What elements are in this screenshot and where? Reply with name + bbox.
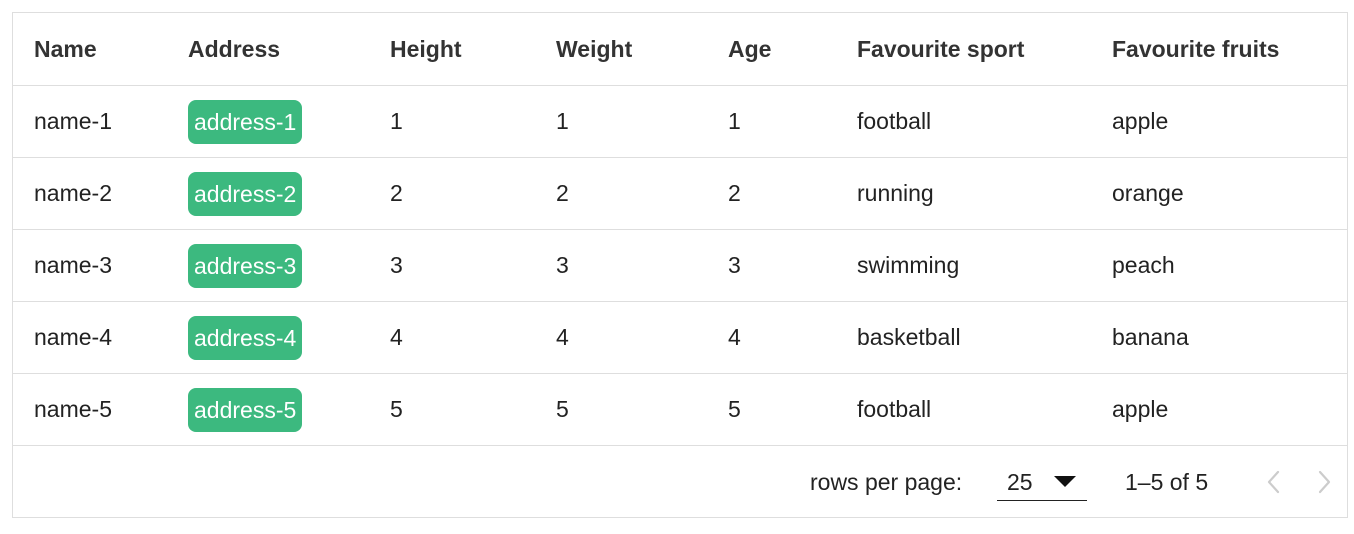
cell-favourite-sport: football bbox=[857, 85, 1112, 158]
chevron-right-icon bbox=[1318, 470, 1331, 494]
cell-favourite-sport: basketball bbox=[857, 301, 1112, 374]
pagination-footer: rows per page: 25 1–5 of 5 bbox=[13, 447, 1347, 517]
column-header-age[interactable]: Age bbox=[728, 13, 857, 86]
column-header-address[interactable]: Address bbox=[188, 13, 390, 86]
cell-height: 4 bbox=[390, 301, 556, 374]
cell-address: address-1 bbox=[188, 85, 390, 158]
cell-favourite-fruit: apple bbox=[1112, 373, 1347, 446]
cell-age: 1 bbox=[728, 85, 857, 158]
cell-height: 5 bbox=[390, 373, 556, 446]
table-row[interactable]: name-1 address-1 1 1 1 football apple bbox=[13, 85, 1347, 158]
column-header-name[interactable]: Name bbox=[13, 13, 188, 86]
address-chip[interactable]: address-4 bbox=[188, 315, 303, 360]
data-table-card: Name Address Height Weight Age Favourite… bbox=[12, 12, 1348, 518]
cell-height: 2 bbox=[390, 157, 556, 230]
chevron-left-icon bbox=[1267, 470, 1280, 494]
cell-weight: 5 bbox=[556, 373, 728, 446]
cell-height: 3 bbox=[390, 229, 556, 302]
table-row[interactable]: name-2 address-2 2 2 2 running orange bbox=[13, 157, 1347, 230]
cell-address: address-2 bbox=[188, 157, 390, 230]
page-range-label: 1–5 of 5 bbox=[1125, 469, 1209, 495]
cell-favourite-fruit: peach bbox=[1112, 229, 1347, 302]
cell-name: name-1 bbox=[13, 85, 188, 158]
cell-weight: 1 bbox=[556, 85, 728, 158]
next-page-button[interactable] bbox=[1309, 467, 1339, 497]
previous-page-button[interactable] bbox=[1259, 467, 1289, 497]
cell-favourite-fruit: banana bbox=[1112, 301, 1347, 374]
cell-favourite-fruit: orange bbox=[1112, 157, 1347, 230]
cell-address: address-3 bbox=[188, 229, 390, 302]
column-header-height[interactable]: Height bbox=[390, 13, 556, 86]
table-header-row: Name Address Height Weight Age Favourite… bbox=[13, 13, 1347, 86]
table-row[interactable]: name-4 address-4 4 4 4 basketball banana bbox=[13, 301, 1347, 374]
cell-address: address-4 bbox=[188, 301, 390, 374]
address-chip[interactable]: address-5 bbox=[188, 387, 303, 432]
cell-weight: 4 bbox=[556, 301, 728, 374]
table-row[interactable]: name-5 address-5 5 5 5 football apple bbox=[13, 373, 1347, 446]
cell-age: 3 bbox=[728, 229, 857, 302]
rows-per-page-value: 25 bbox=[1007, 469, 1033, 495]
cell-name: name-2 bbox=[13, 157, 188, 230]
column-header-favourite-fruits[interactable]: Favourite fruits bbox=[1112, 13, 1347, 86]
rows-per-page-select[interactable]: 25 bbox=[997, 463, 1087, 501]
cell-name: name-5 bbox=[13, 373, 188, 446]
cell-favourite-sport: football bbox=[857, 373, 1112, 446]
address-chip[interactable]: address-2 bbox=[188, 171, 303, 216]
cell-name: name-4 bbox=[13, 301, 188, 374]
cell-favourite-sport: swimming bbox=[857, 229, 1112, 302]
rows-per-page-label: rows per page: bbox=[810, 469, 963, 495]
cell-favourite-fruit: apple bbox=[1112, 85, 1347, 158]
cell-age: 2 bbox=[728, 157, 857, 230]
column-header-weight[interactable]: Weight bbox=[556, 13, 728, 86]
cell-age: 5 bbox=[728, 373, 857, 446]
column-header-favourite-sport[interactable]: Favourite sport bbox=[857, 13, 1112, 86]
cell-favourite-sport: running bbox=[857, 157, 1112, 230]
cell-name: name-3 bbox=[13, 229, 188, 302]
cell-height: 1 bbox=[390, 85, 556, 158]
data-table: Name Address Height Weight Age Favourite… bbox=[13, 13, 1347, 446]
caret-down-icon bbox=[1054, 476, 1076, 487]
table-row[interactable]: name-3 address-3 3 3 3 swimming peach bbox=[13, 229, 1347, 302]
cell-weight: 2 bbox=[556, 157, 728, 230]
cell-address: address-5 bbox=[188, 373, 390, 446]
address-chip[interactable]: address-1 bbox=[188, 99, 303, 144]
cell-weight: 3 bbox=[556, 229, 728, 302]
address-chip[interactable]: address-3 bbox=[188, 243, 303, 288]
cell-age: 4 bbox=[728, 301, 857, 374]
